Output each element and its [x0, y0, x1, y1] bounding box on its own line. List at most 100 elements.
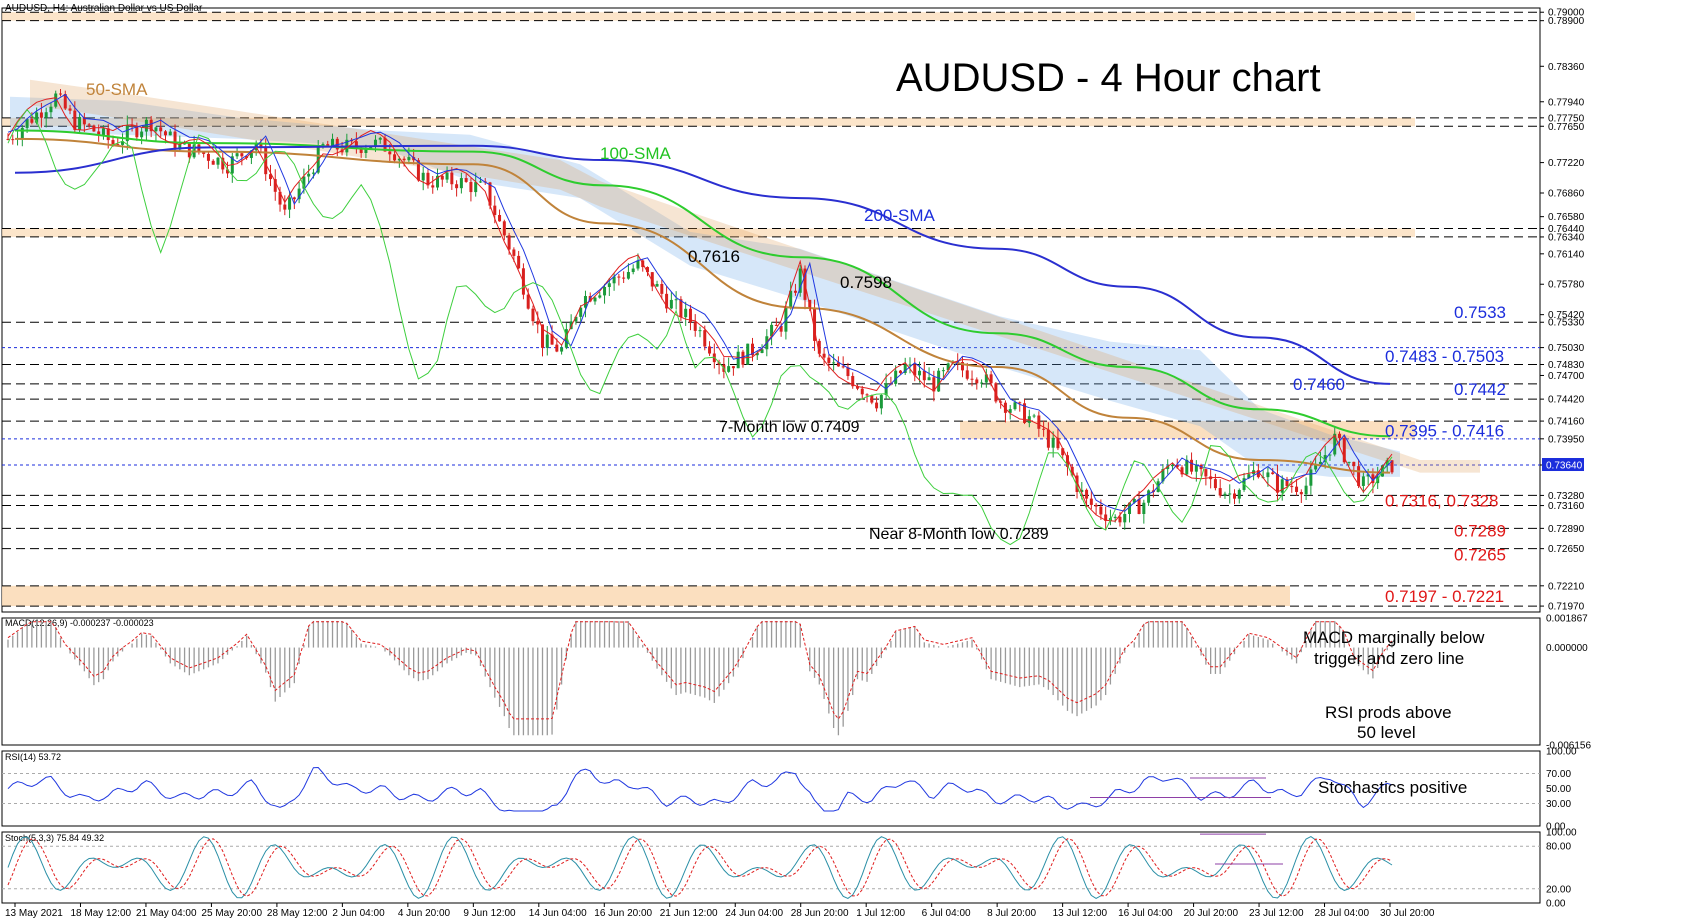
candle: [1023, 399, 1027, 425]
candle-body: [1247, 474, 1251, 479]
candle: [206, 150, 210, 169]
candle: [1061, 447, 1065, 459]
candle-body: [49, 106, 53, 113]
candle-body: [1170, 464, 1174, 467]
candle-body: [1080, 489, 1084, 492]
candle-body: [474, 182, 478, 193]
x-axis: 13 May 2021 18 May 12:00 21 May 04:00 25 Ma…: [5, 903, 1435, 919]
candle: [474, 172, 478, 197]
candle-body: [536, 321, 540, 325]
candle: [1347, 461, 1351, 466]
x-tick-label: 6 Jul 04:00: [922, 908, 971, 919]
candle-body: [1295, 486, 1299, 492]
candle-body: [25, 119, 29, 128]
candle-body: [149, 119, 153, 132]
candle: [87, 122, 91, 128]
candle-body: [736, 351, 740, 369]
x-tick-label: 18 May 12:00: [70, 908, 131, 919]
candle: [478, 176, 482, 183]
candle-body: [140, 131, 144, 138]
candle: [121, 133, 125, 154]
candle-body: [774, 324, 778, 326]
stoch-y-label: 100.00: [1546, 828, 1577, 839]
candle: [793, 283, 797, 296]
candle-body: [73, 110, 77, 130]
candle: [436, 168, 440, 191]
candle-body: [493, 205, 497, 215]
candle-body: [1123, 514, 1127, 523]
candle-body: [211, 160, 215, 165]
candle-body: [779, 325, 783, 332]
high-7616-label: 0.7616: [688, 247, 740, 266]
candle-body: [407, 157, 411, 161]
candle-body: [39, 112, 43, 118]
candle-body: [855, 386, 859, 389]
candle: [445, 166, 449, 183]
candle: [1333, 427, 1337, 457]
current-price-label: 0.73640: [1546, 461, 1583, 472]
candle-body: [359, 147, 363, 153]
candle: [268, 164, 272, 186]
candle-body: [1128, 502, 1132, 515]
rsi-y-label: 50.00: [1546, 784, 1571, 795]
x-tick-label: 16 Jul 04:00: [1118, 908, 1173, 919]
y-tick-label: 0.76860: [1548, 189, 1585, 200]
level-label: 0.7289: [1454, 521, 1506, 540]
candle: [464, 174, 468, 183]
y-tick-label: 0.72890: [1548, 524, 1585, 535]
level-label: 0.7265: [1454, 546, 1506, 565]
candle-body: [297, 188, 301, 200]
candle-body: [1147, 490, 1151, 503]
candle-body: [1089, 498, 1093, 505]
candle-body: [984, 374, 988, 383]
candle-body: [817, 340, 821, 354]
candle: [1342, 435, 1346, 464]
candle-body: [603, 286, 607, 296]
candle-body: [421, 172, 425, 181]
candle-body: [750, 343, 754, 356]
candle-body: [1190, 459, 1194, 472]
candle-body: [646, 267, 650, 273]
x-tick-label: 21 Jun 12:00: [660, 908, 718, 919]
x-tick-label: 28 May 12:00: [267, 908, 328, 919]
candle: [846, 362, 850, 380]
candle: [1209, 469, 1213, 489]
candle: [626, 263, 630, 280]
candle-body: [1099, 506, 1103, 515]
candle-body: [965, 370, 969, 379]
x-tick-label: 25 May 20:00: [201, 908, 262, 919]
candle-body: [1137, 498, 1141, 515]
y-tick-label: 0.71970: [1548, 602, 1585, 613]
candle-body: [579, 307, 583, 317]
candle-body: [813, 307, 817, 341]
candle: [579, 305, 583, 322]
sma200-line: [14, 144, 1391, 385]
y-tick-label: 0.78360: [1548, 62, 1585, 73]
candle-body: [1037, 415, 1041, 429]
candle-body: [650, 272, 654, 287]
candle: [455, 180, 459, 197]
candle-body: [445, 172, 449, 180]
candle: [774, 317, 778, 327]
y-tick-label: 0.78900: [1548, 16, 1585, 27]
y-tick-label: 0.76340: [1548, 232, 1585, 243]
candle-body: [502, 221, 506, 236]
candle: [388, 144, 392, 163]
candle-body: [1361, 476, 1365, 486]
candle: [307, 164, 311, 184]
candle: [879, 394, 883, 415]
current-price-box: [1542, 458, 1584, 472]
candle-body: [1371, 474, 1375, 484]
candle-body: [63, 94, 67, 109]
candle: [283, 195, 287, 216]
candle: [827, 354, 831, 372]
candle-body: [994, 383, 998, 402]
candle-body: [431, 185, 435, 188]
candle: [1213, 473, 1217, 491]
candle: [688, 304, 692, 331]
candle: [144, 117, 148, 142]
x-tick-label: 24 Jun 04:00: [725, 908, 783, 919]
candle-body: [631, 268, 635, 273]
macd-histogram: [7, 620, 1393, 736]
candle-body: [1065, 455, 1069, 467]
